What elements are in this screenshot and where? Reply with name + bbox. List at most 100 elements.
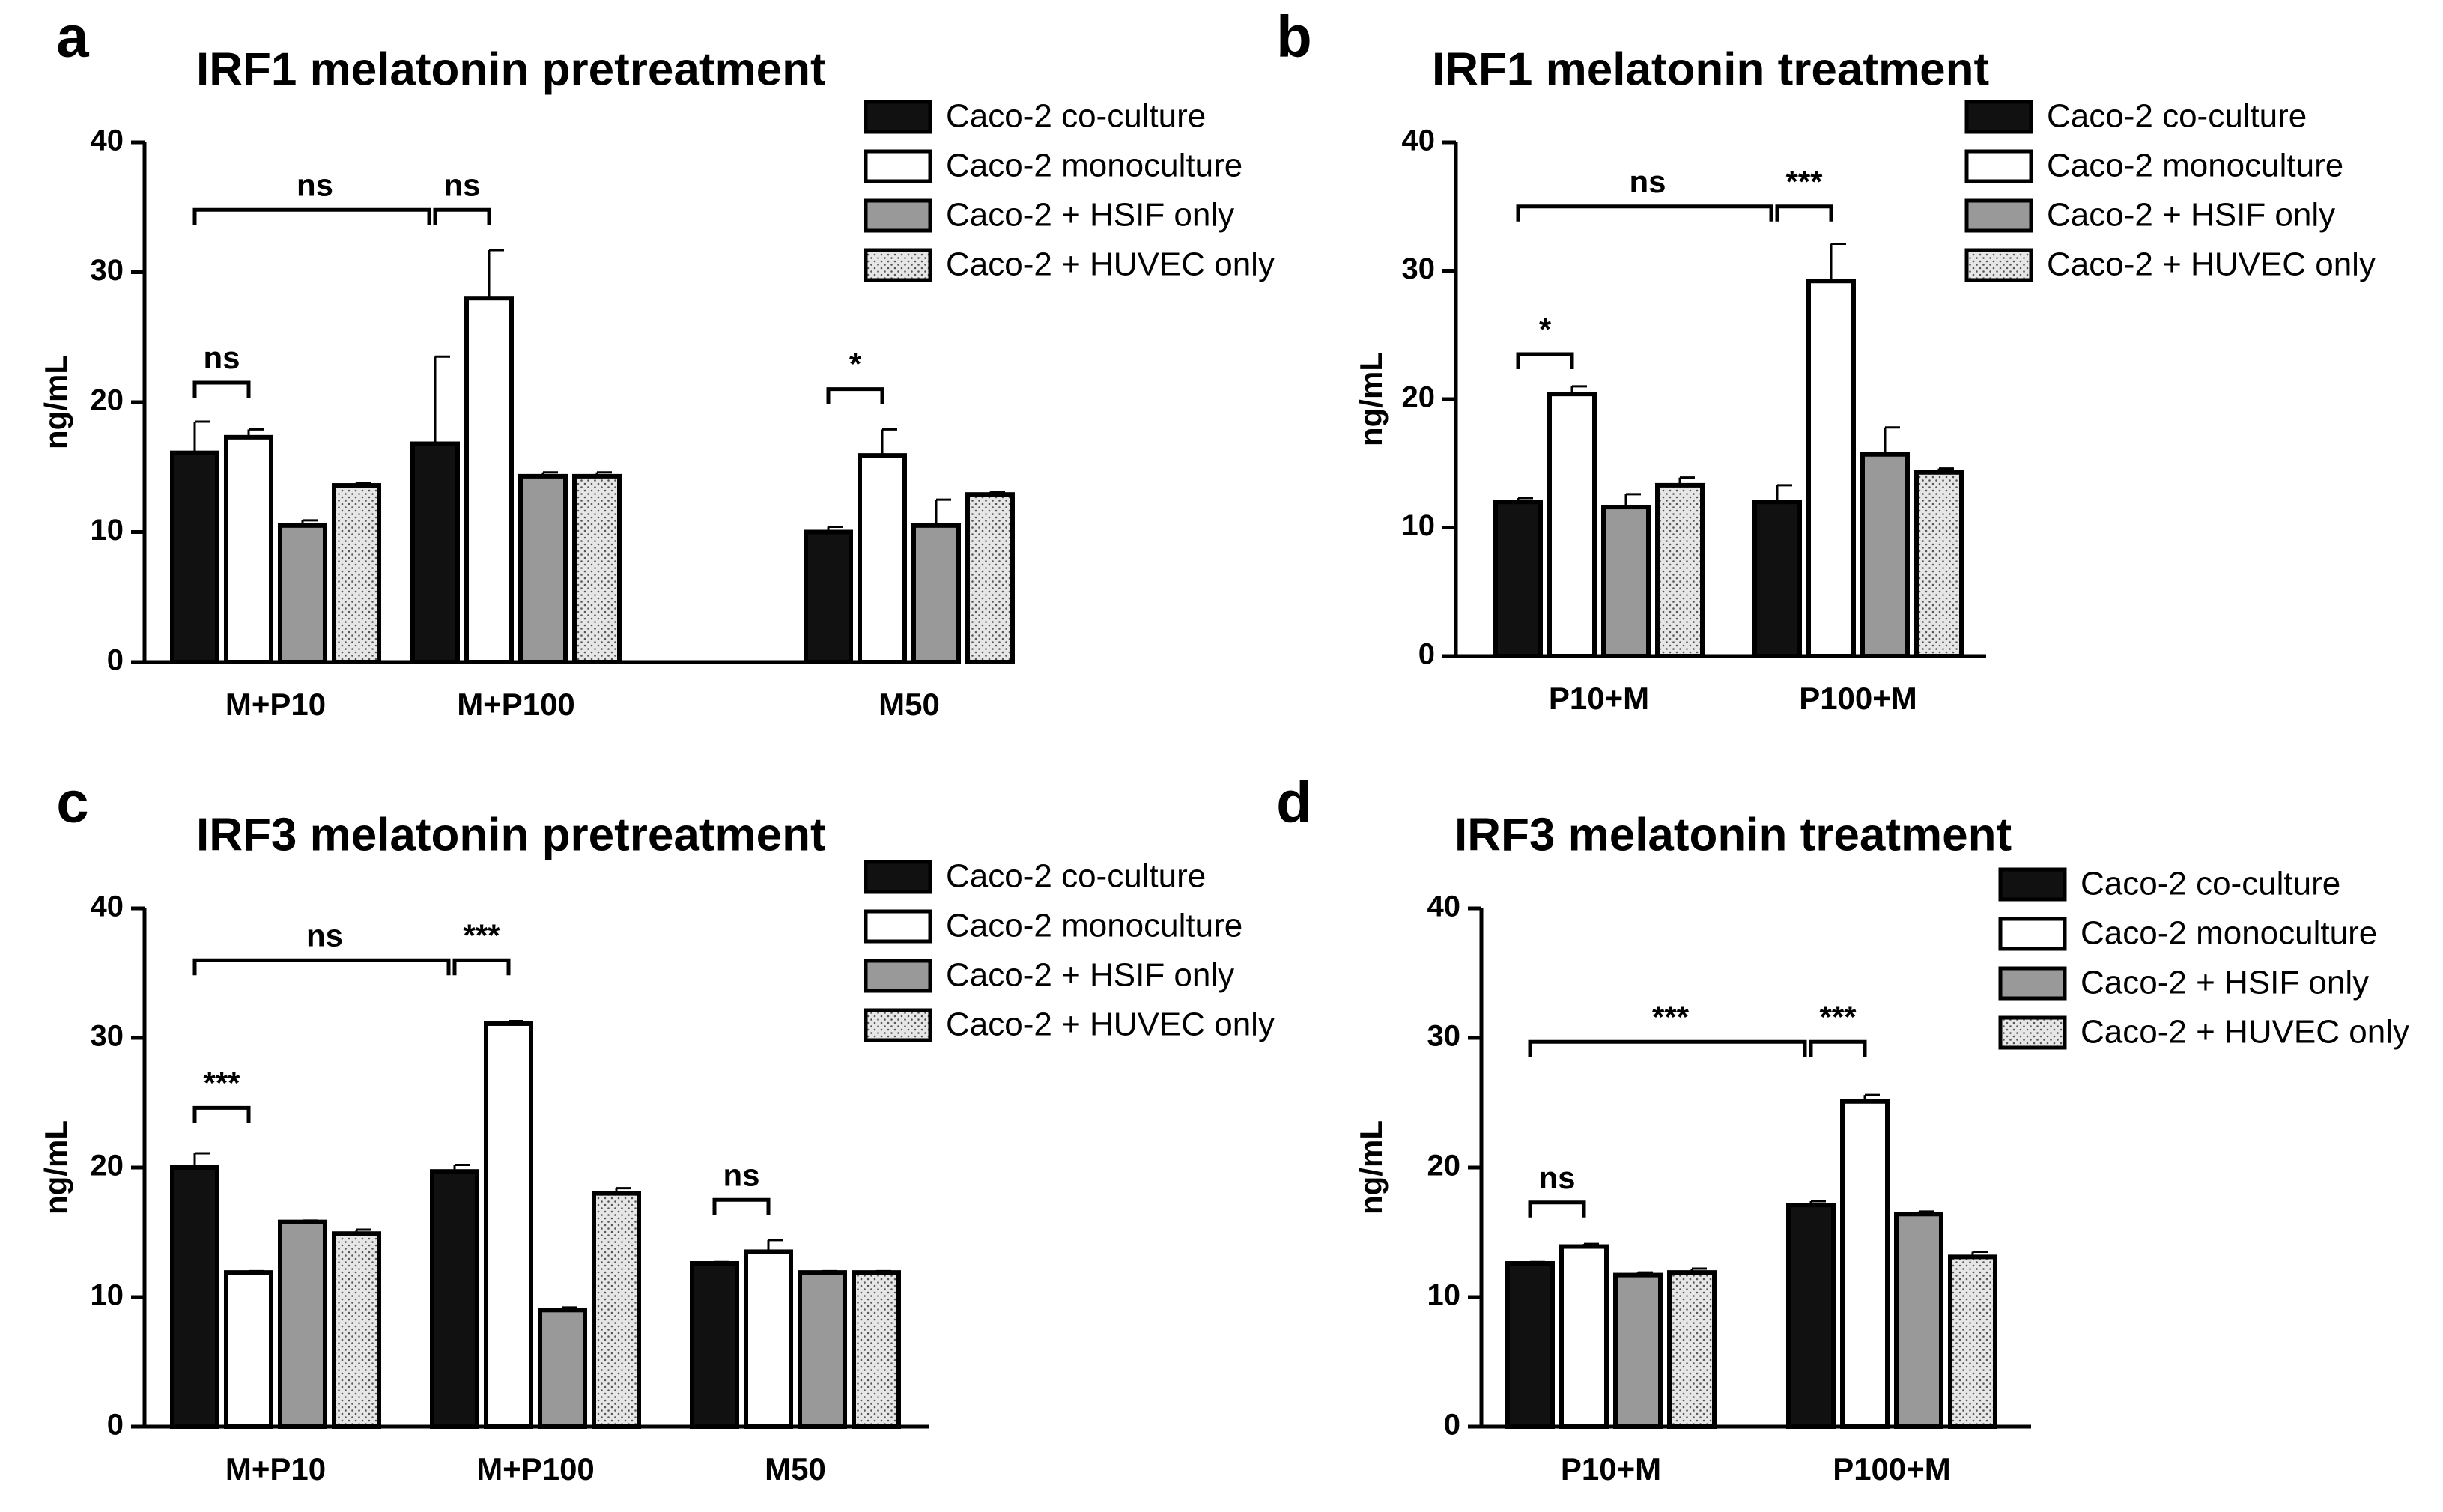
legend-swatch [864, 1008, 932, 1042]
bar [911, 523, 961, 665]
significance-bracket [192, 1105, 251, 1123]
y-tick-label: 40 [91, 890, 124, 923]
legend-label: Caco-2 + HUVEC only [946, 1007, 1275, 1043]
bar [224, 1270, 273, 1429]
legend-swatch [1964, 149, 2033, 183]
significance-bracket [712, 1197, 771, 1215]
bar [278, 523, 327, 665]
significance-label: ns [306, 917, 343, 953]
panel-letter: c [56, 769, 88, 835]
significance-label: ns [443, 167, 480, 202]
bar [464, 296, 514, 664]
legend-swatch [864, 248, 932, 282]
significance-label: * [849, 347, 862, 382]
y-axis-label: ng/mL [1353, 1120, 1389, 1215]
legend-swatch [1998, 1015, 2067, 1050]
significance-bracket [1809, 1039, 1867, 1057]
y-tick-label: 10 [91, 1279, 124, 1312]
legend-label: Caco-2 co-culture [2081, 866, 2340, 902]
legend-label: Caco-2 + HSIF only [2047, 197, 2335, 234]
chart-title: IRF1 melatonin pretreatment [196, 43, 826, 95]
legend-label: Caco-2 monoculture [946, 908, 1242, 944]
legend-label: Caco-2 + HSIF only [2081, 965, 2369, 1001]
significance-label: *** [463, 917, 500, 953]
x-tick-label: P10+M [1549, 681, 1649, 716]
bar [1493, 500, 1543, 659]
bar [1914, 470, 1964, 658]
bar [1860, 452, 1910, 658]
y-tick-label: 10 [1402, 509, 1436, 542]
significance-label: ns [203, 340, 240, 375]
bar [804, 529, 853, 664]
bar [592, 1191, 641, 1429]
bar [1752, 500, 1802, 659]
legend-label: Caco-2 co-culture [946, 858, 1206, 895]
y-tick-label: 20 [91, 384, 124, 417]
bar [518, 473, 568, 665]
bar [430, 1169, 479, 1429]
y-tick-label: 30 [91, 254, 124, 287]
chart-title: IRF3 melatonin treatment [1454, 809, 2012, 860]
legend-label: Caco-2 + HUVEC only [2081, 1014, 2409, 1051]
y-axis-label: ng/mL [38, 1120, 73, 1215]
chart-title: IRF3 melatonin pretreatment [196, 809, 826, 860]
x-tick-label: M+P10 [225, 687, 326, 722]
legend-swatch [864, 100, 932, 134]
y-tick-label: 30 [1402, 252, 1436, 285]
significance-bracket [433, 207, 491, 225]
legend-swatch [864, 909, 932, 944]
x-tick-label: P100+M [1799, 681, 1917, 716]
legend-label: Caco-2 monoculture [2081, 915, 2377, 952]
significance-bracket [1516, 352, 1574, 369]
legend-label: Caco-2 monoculture [946, 148, 1242, 184]
bar [484, 1021, 533, 1429]
bar [332, 1231, 381, 1429]
significance-bracket [1775, 204, 1833, 222]
significance-label: *** [1819, 999, 1857, 1034]
panel-c: c IRF3 melatonin pretreatment 0 10 20 30 40 ng/… [38, 769, 1275, 1487]
y-axis-label: ng/mL [1353, 352, 1389, 446]
y-tick-label: 0 [107, 644, 124, 677]
panel-a: a IRF1 melatonin pretreatment 0 10 20 30 40 ng/… [38, 4, 1275, 722]
bar [965, 492, 1015, 664]
legend-label: Caco-2 + HUVEC only [946, 246, 1275, 283]
panel-letter: d [1276, 769, 1312, 835]
legend-label: Caco-2 + HSIF only [946, 957, 1234, 994]
bar [1601, 505, 1651, 658]
x-tick-label: M+P100 [457, 687, 575, 722]
bar [744, 1249, 793, 1429]
y-axis-label: ng/mL [38, 355, 73, 449]
bar [572, 473, 622, 665]
bar [1655, 482, 1705, 659]
significance-bracket [192, 207, 431, 225]
bar [170, 1165, 219, 1429]
panel-letter: b [1276, 4, 1312, 70]
bar [332, 483, 381, 664]
significance-label: ns [297, 167, 333, 202]
significance-bracket [1528, 1200, 1586, 1218]
significance-bracket [1528, 1039, 1807, 1057]
significance-bracket [192, 958, 451, 976]
significance-label: *** [203, 1066, 240, 1101]
y-tick-label: 40 [91, 124, 124, 157]
legend-swatch [1964, 248, 2033, 282]
legend-swatch [1998, 867, 2067, 902]
bar [1894, 1212, 1943, 1430]
legend-label: Caco-2 co-culture [2047, 98, 2307, 135]
legend-swatch [1964, 100, 2033, 134]
legend-label: Caco-2 + HSIF only [946, 197, 1234, 234]
legend-swatch [1998, 917, 2067, 951]
y-tick-label: 40 [1427, 890, 1461, 923]
bar [538, 1308, 587, 1430]
significance-label: ns [1538, 1160, 1575, 1195]
legend-label: Caco-2 monoculture [2047, 148, 2343, 184]
y-tick-label: 40 [1402, 124, 1436, 157]
panel-b: b IRF1 melatonin treatment 0 10 20 30 40 ng/mL P… [1276, 4, 2376, 716]
bar [1613, 1272, 1663, 1429]
legend-label: Caco-2 co-culture [946, 98, 1206, 135]
significance-bracket [192, 380, 251, 398]
x-tick-label: M50 [878, 687, 940, 722]
x-tick-label: P100+M [1833, 1451, 1951, 1487]
y-tick-label: 20 [1402, 381, 1436, 414]
significance-label: *** [1652, 999, 1690, 1034]
